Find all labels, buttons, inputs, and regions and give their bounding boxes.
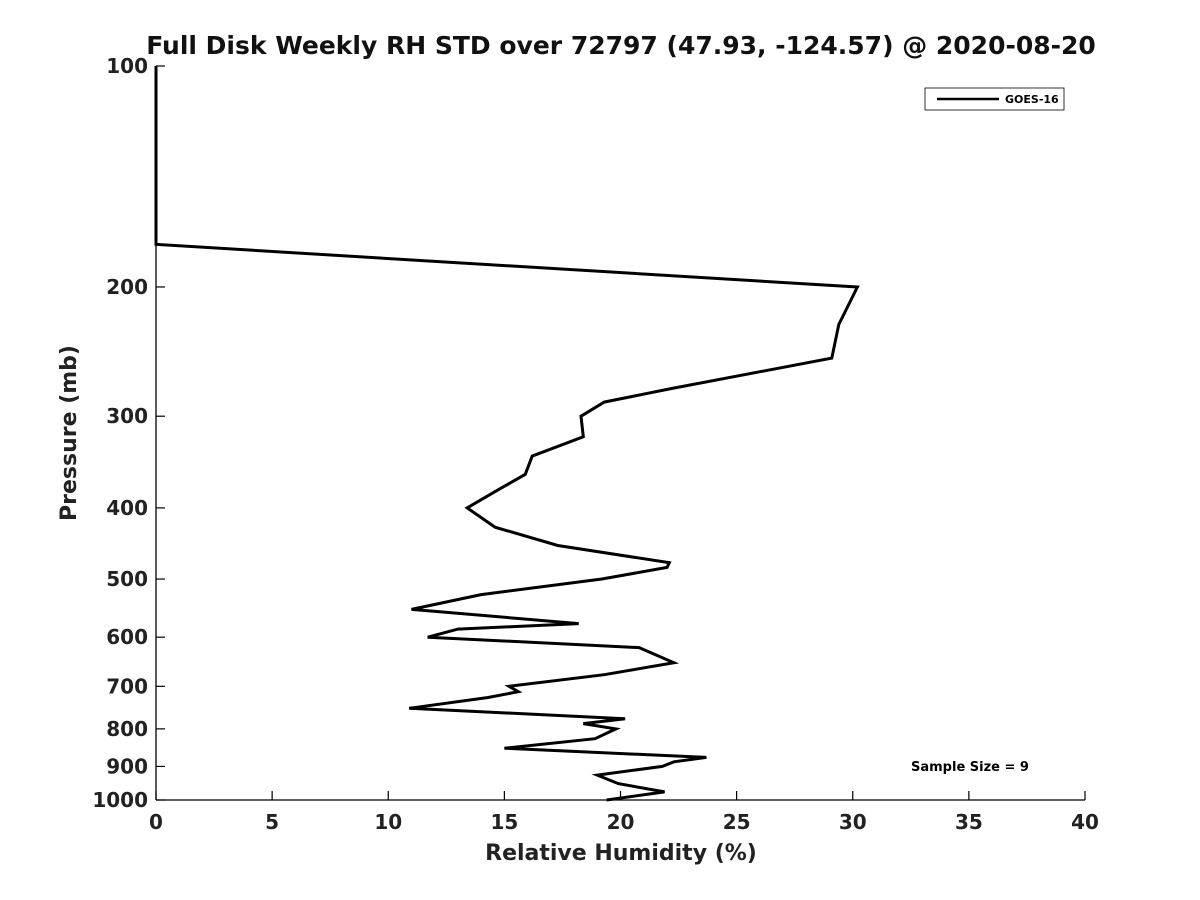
y-ticks: 100 200 300 400 500 600 700 800 900 1000 <box>92 54 165 812</box>
x-tick-label: 35 <box>955 810 983 834</box>
x-tick-label: 30 <box>839 810 867 834</box>
y-axis-label: Pressure (mb) <box>57 345 82 521</box>
x-axis-label: Relative Humidity (%) <box>485 841 757 866</box>
y-tick-label: 900 <box>106 754 148 778</box>
legend: GOES-16 <box>924 87 1065 111</box>
y-tick-label: 800 <box>106 717 148 741</box>
y-tick-label: 500 <box>106 567 148 591</box>
series-layer <box>154 66 860 802</box>
y-tick-label: 100 <box>106 54 148 78</box>
y-tick-label: 200 <box>106 275 148 299</box>
x-tick-label: 5 <box>265 810 279 834</box>
x-tick-label: 10 <box>374 810 402 834</box>
x-tick-label: 15 <box>490 810 518 834</box>
y-tick-label: 600 <box>106 625 148 649</box>
axes <box>155 66 1085 801</box>
chart-title: Full Disk Weekly RH STD over 72797 (47.9… <box>146 31 1096 60</box>
x-tick-label: 0 <box>149 810 163 834</box>
sample-size-annotation: Sample Size = 9 <box>911 760 1029 775</box>
y-tick-label: 1000 <box>92 788 148 812</box>
series-line-goes-16 <box>154 66 860 802</box>
x-tick-label: 25 <box>723 810 751 834</box>
x-ticks: 0 5 10 15 20 25 30 35 40 <box>149 791 1099 834</box>
y-tick-label: 300 <box>106 404 148 428</box>
y-tick-label: 400 <box>106 496 148 520</box>
x-tick-label: 40 <box>1071 810 1099 834</box>
legend-label-goes-16: GOES-16 <box>1005 93 1059 106</box>
y-tick-label: 700 <box>106 674 148 698</box>
x-tick-label: 20 <box>607 810 635 834</box>
